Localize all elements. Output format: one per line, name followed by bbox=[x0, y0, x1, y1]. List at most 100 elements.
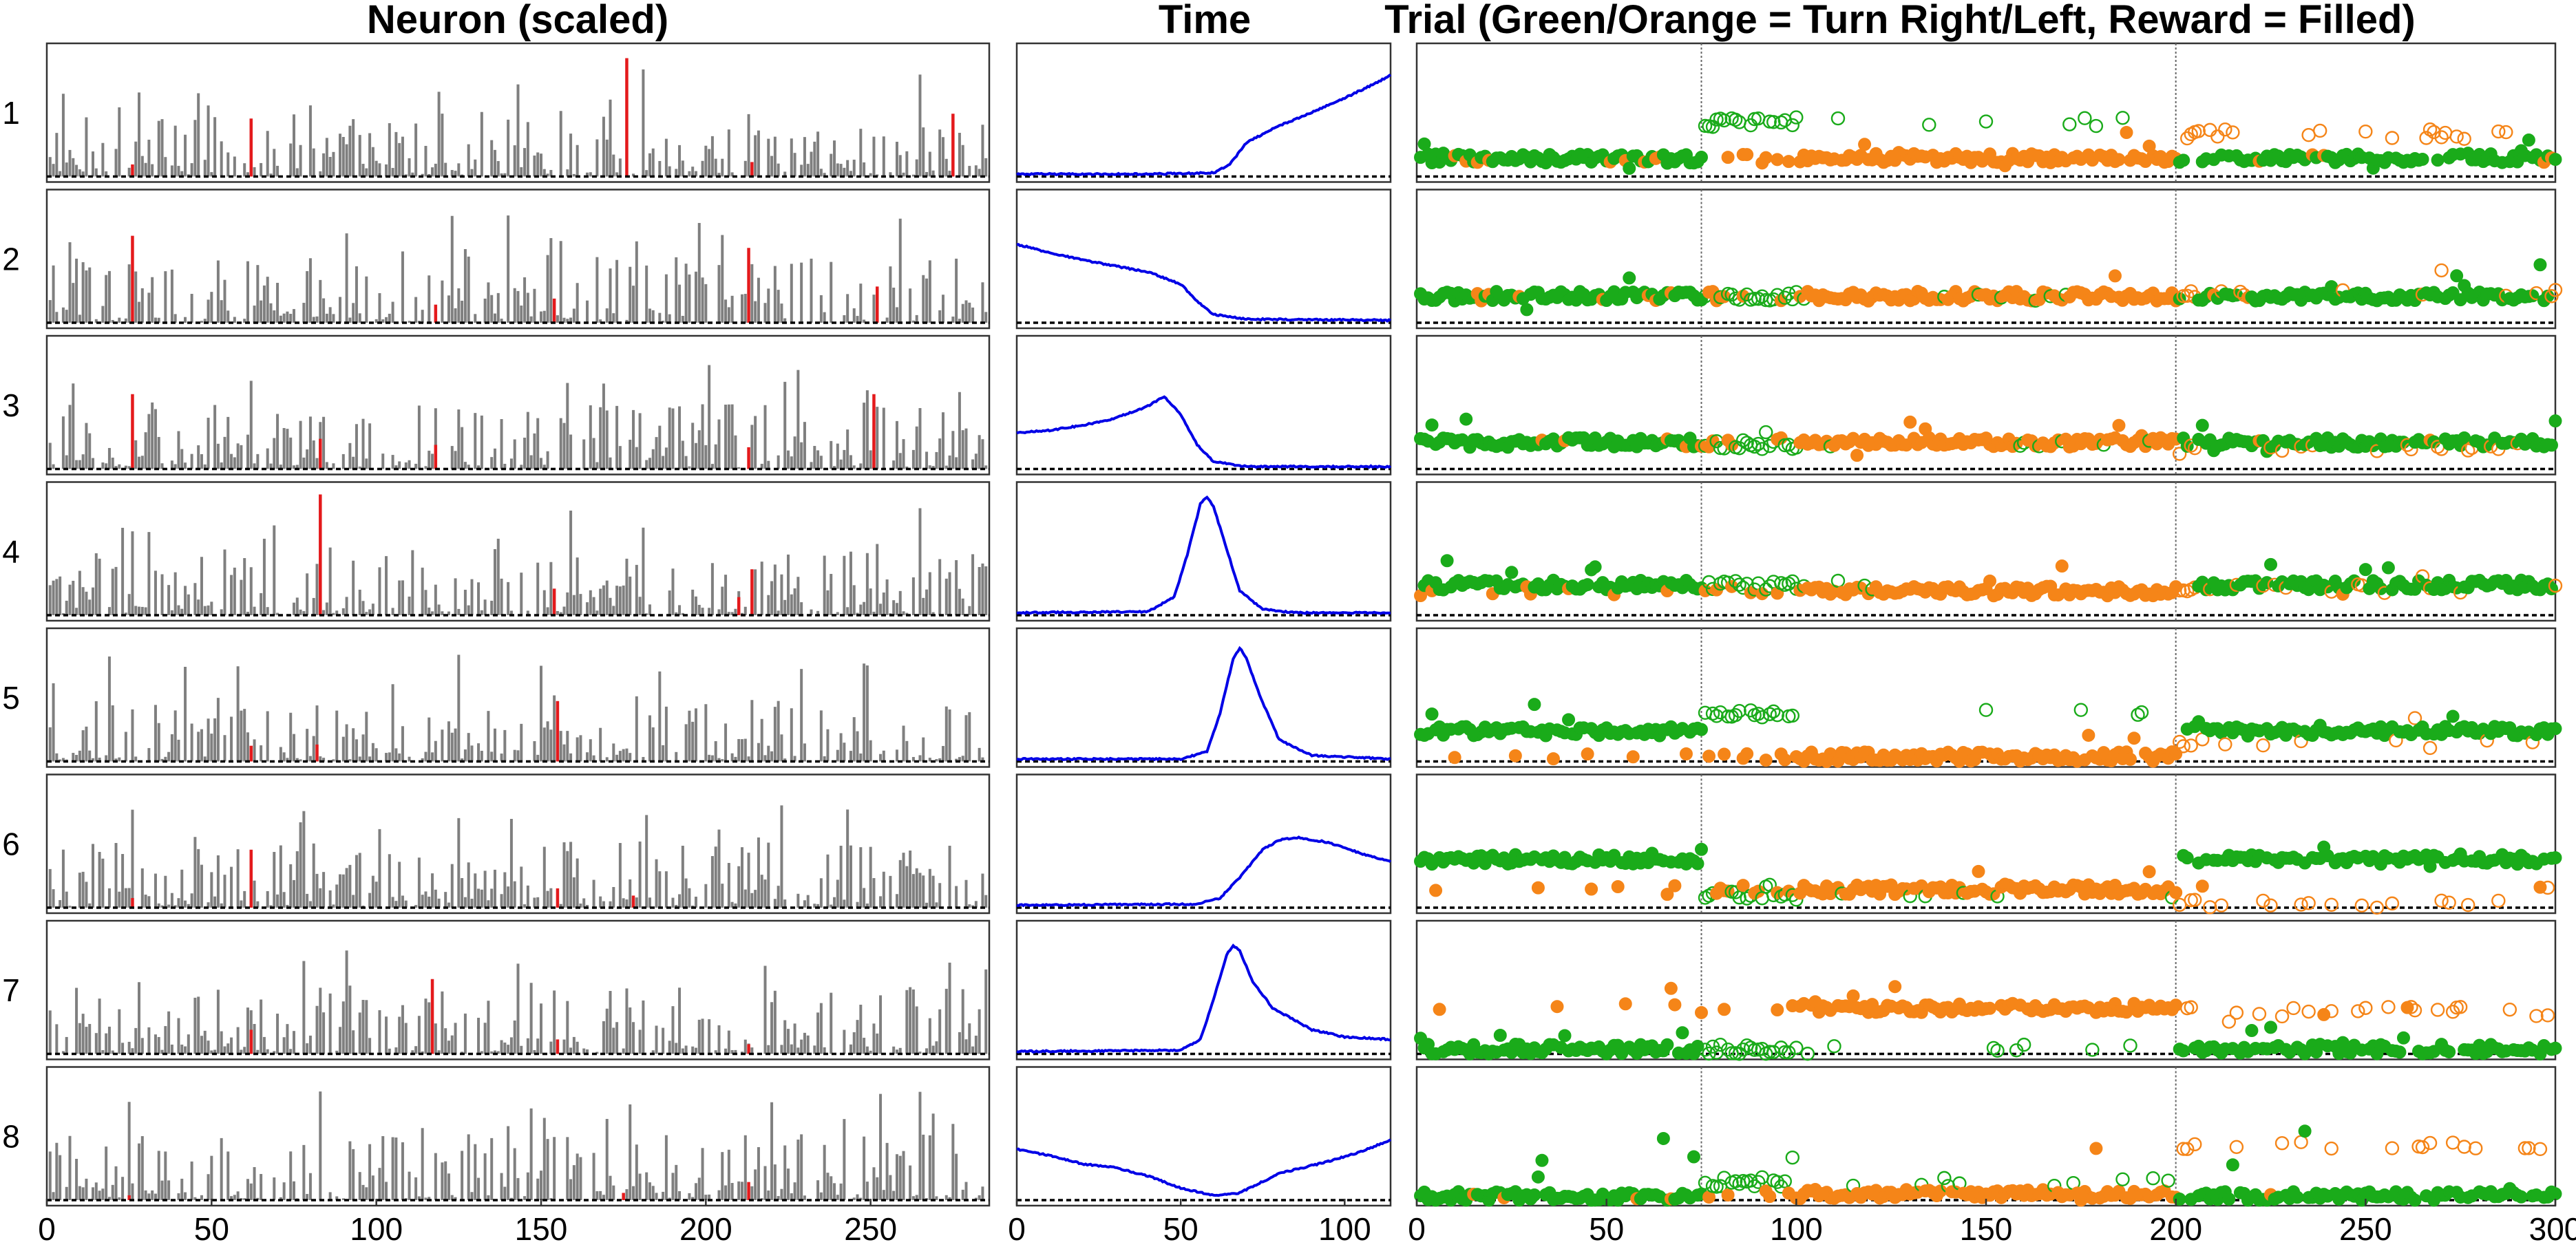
trial-point-filled bbox=[1546, 752, 1560, 766]
trial-point-filled bbox=[1846, 989, 1860, 1003]
trial-column-title: Trial (Green/Orange = Turn Right/Left, R… bbox=[1384, 0, 2416, 42]
trial-point-filled bbox=[1740, 148, 1754, 162]
x-tick-label: 0 bbox=[38, 1211, 56, 1247]
trial-point-open bbox=[2089, 118, 2104, 134]
panel-row: 4 bbox=[2, 481, 2563, 622]
trial-point-filled bbox=[2325, 280, 2339, 294]
trial-point-filled bbox=[1425, 707, 1439, 721]
time-panel bbox=[1015, 481, 1392, 622]
trial-point-open bbox=[2062, 117, 2077, 131]
trial-point-filled bbox=[1550, 1000, 1564, 1014]
panel-frame bbox=[1415, 919, 2557, 1060]
trial-point-filled bbox=[1433, 1003, 1446, 1016]
trial-point-open bbox=[1747, 291, 1762, 306]
time-column-title: Time bbox=[1159, 0, 1251, 42]
row-label: 3 bbox=[2, 387, 20, 423]
trial-point-filled bbox=[1983, 574, 1997, 588]
panel-frame bbox=[1015, 1066, 1392, 1207]
trial-point-open bbox=[1759, 425, 1773, 440]
trial-point-filled bbox=[2245, 1024, 2259, 1038]
time-panel bbox=[1015, 189, 1392, 330]
trial-point-filled bbox=[2195, 418, 2209, 432]
trial-point-open bbox=[1743, 703, 1758, 718]
trial-point-filled bbox=[1759, 754, 1773, 767]
trial-point-filled bbox=[1676, 1026, 1689, 1040]
trial-point-open bbox=[2172, 583, 2187, 598]
trial-point-open bbox=[2385, 131, 2400, 145]
trial-point-open bbox=[1762, 438, 1777, 453]
trial-point-filled bbox=[1695, 723, 1708, 736]
trial-point-filled bbox=[2222, 1192, 2236, 1206]
neuron-panel bbox=[45, 189, 991, 330]
trial-point-open bbox=[1705, 706, 1720, 721]
panel-rows: 1 2 3 4 5 6 7 8 bbox=[2, 42, 2563, 1207]
trial-point-filled bbox=[1459, 412, 1473, 426]
trial-point-open bbox=[1978, 114, 1994, 129]
trial-point-filled bbox=[1771, 1003, 1784, 1017]
trial-point-filled bbox=[1425, 418, 1439, 432]
x-tick-label: 150 bbox=[515, 1211, 568, 1247]
trial-point-filled bbox=[2381, 561, 2395, 575]
trial-point-filled bbox=[2533, 258, 2547, 272]
trial-point-open bbox=[1755, 710, 1769, 725]
trial-point-filled bbox=[2142, 865, 2156, 879]
panel-row: 3 bbox=[2, 334, 2562, 476]
panel-frame bbox=[45, 627, 991, 768]
time-trace bbox=[1016, 395, 1392, 469]
trial-point-filled bbox=[2112, 153, 2126, 167]
time-panel bbox=[1015, 773, 1392, 915]
trial-point-filled bbox=[1558, 1029, 1572, 1043]
trial-point-filled bbox=[2442, 1045, 2456, 1059]
trial-point-open bbox=[2312, 123, 2327, 138]
x-tick-label: 200 bbox=[2149, 1211, 2202, 1247]
trial-point-open bbox=[2191, 124, 2206, 138]
trial-point-filled bbox=[1508, 749, 1522, 762]
panel-frame bbox=[1415, 1066, 2557, 1207]
trial-point-open bbox=[2226, 125, 2240, 140]
trial-point-open bbox=[1740, 436, 1754, 450]
trial-point-open bbox=[2078, 111, 2092, 125]
x-tick-label: 50 bbox=[194, 1211, 229, 1247]
trial-point-filled bbox=[2393, 1045, 2407, 1059]
trial-point-filled bbox=[1528, 1188, 1541, 1202]
trial-point-filled bbox=[2120, 126, 2133, 140]
trial-point-filled bbox=[1888, 980, 1902, 994]
trial-point-open bbox=[2358, 124, 2373, 139]
row-label: 4 bbox=[2, 533, 20, 569]
trial-point-filled bbox=[1718, 747, 1731, 761]
time-panel bbox=[1015, 1066, 1392, 1207]
trial-point-filled bbox=[2055, 559, 2069, 573]
trial-point-filled bbox=[2180, 851, 2194, 865]
trial-point-open bbox=[2499, 125, 2513, 140]
trial-point-filled bbox=[2089, 1142, 2103, 1155]
panel-row: 1 bbox=[2, 42, 2562, 183]
trial-point-filled bbox=[2169, 886, 2183, 899]
trial-point-filled bbox=[2548, 1187, 2562, 1201]
trial-point-filled bbox=[1718, 290, 1731, 303]
trial-point-open bbox=[1732, 703, 1746, 718]
trial-point-filled bbox=[1721, 1188, 1735, 1202]
panel-frame bbox=[1015, 627, 1392, 768]
neuron-panel bbox=[45, 773, 991, 915]
trial-point-filled bbox=[2548, 414, 2562, 428]
x-tick-label: 250 bbox=[2339, 1211, 2392, 1247]
trial-point-filled bbox=[1763, 1190, 1777, 1204]
trial-point-filled bbox=[2177, 153, 2190, 167]
trial-point-open bbox=[2457, 131, 2471, 146]
trial-point-filled bbox=[1695, 1005, 1708, 1019]
trial-point-open bbox=[1785, 118, 1800, 133]
row-label: 1 bbox=[2, 95, 20, 131]
trial-point-filled bbox=[2127, 732, 2141, 745]
trial-point-filled bbox=[2522, 134, 2535, 147]
trial-point-filled bbox=[1702, 749, 1716, 763]
trial-point-open bbox=[2460, 443, 2475, 458]
trial-point-filled bbox=[1623, 271, 1636, 285]
trial-panel bbox=[1414, 189, 2563, 330]
neuron-bars bbox=[48, 215, 988, 323]
trial-point-open bbox=[2172, 447, 2187, 461]
trial-point-filled bbox=[1903, 415, 1917, 429]
neuron-bars bbox=[48, 365, 988, 469]
neuron-panel bbox=[45, 919, 991, 1060]
panel-frame bbox=[1015, 42, 1392, 183]
trial-point-filled bbox=[1774, 294, 1788, 308]
